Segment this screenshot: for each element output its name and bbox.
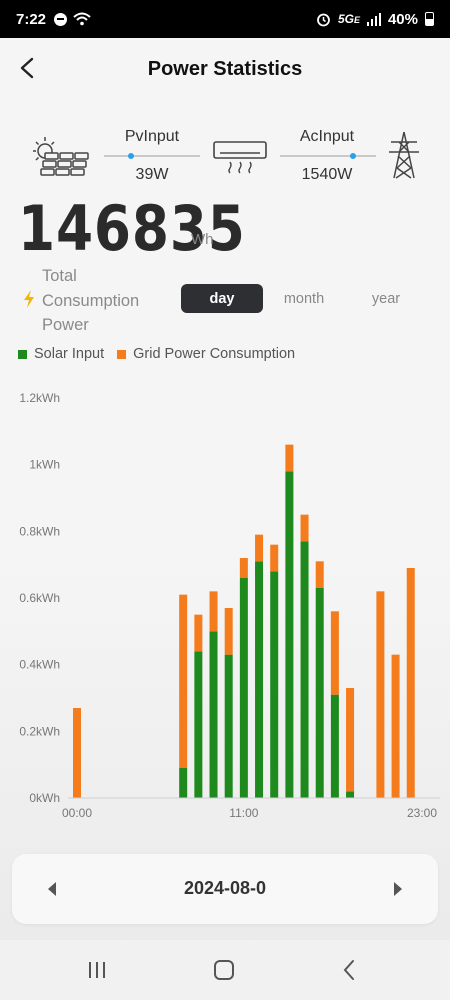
total-value: 146835	[18, 192, 246, 265]
bar-grid-1800[interactable]	[346, 688, 355, 792]
bar-grid-0000[interactable]	[73, 708, 81, 798]
ac-input-value: 1540W	[301, 166, 353, 183]
bar-grid-1400[interactable]	[285, 444, 294, 472]
home-icon[interactable]	[209, 956, 239, 984]
triangle-right-icon[interactable]	[386, 878, 408, 900]
legend-swatch-grid	[117, 349, 127, 359]
bar-grid-1500[interactable]	[300, 514, 309, 542]
bar-solar-1000[interactable]	[224, 654, 233, 798]
ac-flow-line	[280, 153, 376, 159]
recent-apps-icon[interactable]	[82, 956, 112, 984]
ac-flow-dot	[350, 153, 356, 159]
wifi-icon	[73, 12, 91, 26]
total-consumption-label: Total Consumption Power	[42, 267, 140, 334]
legend-item-grid[interactable]: Grid Power Consumption	[117, 346, 295, 362]
bar-grid-0800[interactable]	[194, 614, 203, 652]
tab-day[interactable]: day	[181, 284, 263, 313]
power-flow: PvInput 39W AcInput 1540W	[0, 118, 450, 198]
power-tower-icon	[389, 131, 419, 179]
bar-grid-0700[interactable]	[179, 594, 188, 768]
system-nav-bar	[0, 940, 450, 1000]
bar-solar-1300[interactable]	[270, 571, 279, 798]
consumption-chart: 0kWh 0.2kWh 0.4kWh 0.6kWh 0.8kWh 1kWh 1.2kWh 00…	[19, 391, 440, 820]
bar-solar-0700[interactable]	[179, 768, 188, 798]
bar-grid-1200[interactable]	[255, 534, 264, 562]
bar-grid-1100[interactable]	[239, 558, 248, 578]
back-icon[interactable]	[335, 956, 365, 984]
chart-legend: Solar Input Grid Power Consumption	[18, 346, 308, 362]
bar-grid-1600[interactable]	[315, 561, 324, 588]
y-tick-label: 0.2kWh	[19, 724, 60, 738]
y-tick-label: 1.2kWh	[19, 391, 60, 405]
alarm-icon	[317, 13, 330, 26]
status-bar: 7:22 5GE 40%	[0, 0, 450, 38]
air-conditioner-icon	[213, 141, 267, 174]
pv-input-value: 39W	[135, 166, 169, 183]
bar-grid-1000[interactable]	[224, 608, 233, 655]
legend-item-solar[interactable]: Solar Input	[18, 346, 104, 362]
x-tick-label: 11:00	[229, 806, 258, 820]
y-tick-label: 1kWh	[29, 458, 60, 472]
bar-solar-1400[interactable]	[285, 471, 294, 798]
legend-swatch-solar	[18, 349, 27, 359]
status-time: 7:22	[16, 10, 47, 28]
bar-solar-1200[interactable]	[255, 561, 264, 798]
bar-solar-0900[interactable]	[209, 631, 218, 798]
bar-grid-2200[interactable]	[406, 568, 415, 798]
bar-solar-1800[interactable]	[346, 791, 355, 798]
triangle-left-icon[interactable]	[42, 878, 64, 900]
chevron-left-icon[interactable]	[14, 54, 42, 82]
bar-solar-1100[interactable]	[239, 578, 248, 798]
bar-grid-1700[interactable]	[330, 611, 339, 695]
current-date[interactable]: 2024-08-0	[183, 878, 267, 898]
tab-month[interactable]: month	[283, 290, 325, 307]
pv-flow-line	[104, 153, 200, 159]
page-title: Power Statistics	[147, 58, 303, 80]
tab-year[interactable]: year	[371, 290, 401, 307]
bar-solar-1500[interactable]	[300, 541, 309, 798]
pv-flow-dot	[128, 153, 134, 159]
legend-label-grid: Grid Power Consumption	[133, 346, 296, 362]
pv-input-label: PvInput	[124, 128, 180, 145]
y-tick-label: 0kWh	[29, 791, 60, 805]
signal-icon	[366, 12, 381, 26]
y-tick-label: 0.6kWh	[19, 591, 60, 605]
y-tick-label: 0.4kWh	[19, 658, 60, 672]
bar-grid-2100[interactable]	[391, 654, 400, 798]
y-tick-label: 0.8kWh	[19, 524, 60, 538]
ac-input-label: AcInput	[299, 128, 355, 145]
solar-panel-icon	[33, 137, 89, 176]
bar-solar-1600[interactable]	[315, 588, 324, 798]
bar-grid-0900[interactable]	[209, 591, 218, 632]
bar-grid-2000[interactable]	[376, 591, 385, 798]
x-tick-label: 23:00	[407, 806, 437, 820]
bar-solar-0800[interactable]	[194, 651, 203, 798]
total-unit: Wh	[191, 231, 214, 248]
bar-solar-1700[interactable]	[330, 694, 339, 798]
legend-label-solar: Solar Input	[34, 346, 105, 362]
period-tabs: day month year	[181, 284, 427, 313]
header: Power Statistics	[0, 38, 450, 102]
do-not-disturb-icon	[54, 12, 68, 26]
x-tick-label: 00:00	[62, 806, 92, 820]
bar-grid-1300[interactable]	[270, 544, 279, 572]
battery-icon	[425, 12, 434, 26]
network-type: 5GE	[337, 12, 360, 26]
date-navigator: 2024-08-0	[12, 854, 438, 924]
battery-percent: 40%	[387, 10, 418, 28]
lightning-icon	[24, 290, 34, 308]
